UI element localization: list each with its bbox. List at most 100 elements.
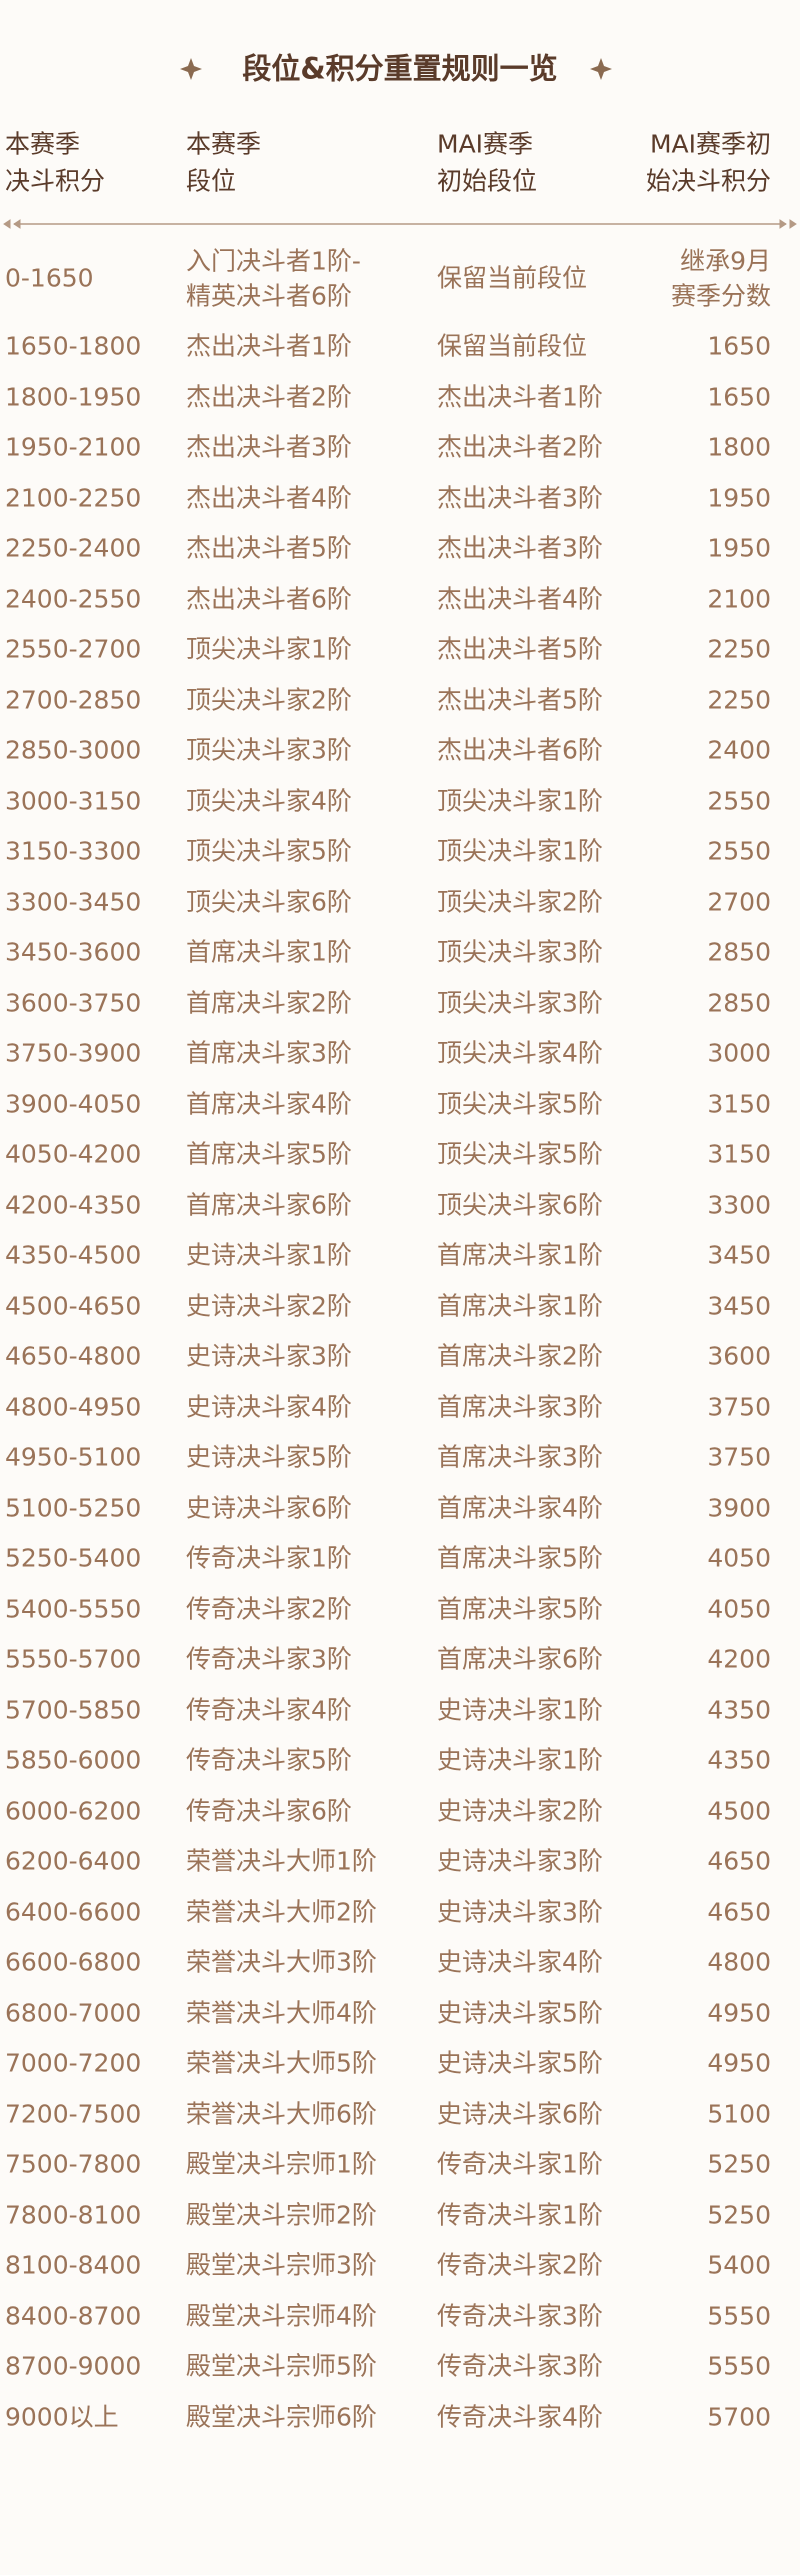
header-cell: 本赛季 bbox=[5, 129, 81, 159]
table-cell: 3300 bbox=[707, 1190, 771, 1219]
table-cell: 3450 bbox=[707, 1240, 771, 1270]
table-cell: 史诗决斗家6阶 bbox=[186, 1493, 352, 1522]
table-cell: 5400-5550 bbox=[5, 1594, 142, 1623]
title: 段位&积分重置规则一览 bbox=[242, 51, 558, 86]
table-cell: 3750-3900 bbox=[5, 1038, 142, 1068]
table-cell: 传奇决斗家1阶 bbox=[437, 2149, 603, 2179]
table-cell: 史诗决斗家4阶 bbox=[437, 1947, 603, 1977]
table-cell: 6400-6600 bbox=[5, 1897, 142, 1926]
table-cell: 1950 bbox=[707, 483, 771, 512]
table-cell: 2850 bbox=[707, 937, 771, 967]
table-cell: 首席决斗家1阶 bbox=[437, 1240, 603, 1270]
table-cell: 4950-5100 bbox=[5, 1442, 142, 1472]
table-cell: 2400 bbox=[707, 735, 771, 765]
table-cell: 史诗决斗家5阶 bbox=[186, 1442, 352, 1472]
table-cell: 传奇决斗家3阶 bbox=[186, 1644, 352, 1674]
table-cell: 4800 bbox=[707, 1947, 771, 1977]
table-cell: 5100-5250 bbox=[5, 1493, 142, 1522]
table-cell: 首席决斗家3阶 bbox=[437, 1392, 603, 1421]
table-cell: 1650-1800 bbox=[5, 331, 142, 361]
table-cell: 首席决斗家5阶 bbox=[186, 1139, 352, 1169]
table-cell: 2550-2700 bbox=[5, 634, 142, 664]
table-cell: 荣誉决斗大师2阶 bbox=[186, 1897, 377, 1926]
table-cell: 史诗决斗家1阶 bbox=[186, 1240, 352, 1270]
table-cell: 传奇决斗家3阶 bbox=[437, 2301, 603, 2330]
table-cell: 5850-6000 bbox=[5, 1745, 142, 1775]
table-cell: 2400-2550 bbox=[5, 584, 142, 613]
table-cell: 8400-8700 bbox=[5, 2301, 142, 2330]
table-cell: 荣誉决斗大师4阶 bbox=[186, 1998, 377, 2027]
table-cell: 传奇决斗家1阶 bbox=[437, 2200, 603, 2229]
table-cell: 1800 bbox=[707, 432, 771, 462]
table-cell: 顶尖决斗家5阶 bbox=[437, 1139, 603, 1169]
table-cell: 顶尖决斗家4阶 bbox=[437, 1038, 603, 1068]
table-cell: 2100-2250 bbox=[5, 483, 142, 512]
table-cell: 3150 bbox=[707, 1089, 771, 1118]
table-cell: 顶尖决斗家6阶 bbox=[186, 887, 352, 916]
table-cell: 顶尖决斗家3阶 bbox=[437, 988, 603, 1017]
table-cell: 顶尖决斗家5阶 bbox=[186, 836, 352, 866]
table-cell: 3150-3300 bbox=[5, 836, 142, 866]
header-cell: MAI赛季初 bbox=[649, 129, 771, 159]
table-cell: 传奇决斗家2阶 bbox=[437, 2250, 603, 2280]
table-cell: 首席决斗家2阶 bbox=[437, 1341, 603, 1371]
table-cell: 4650 bbox=[707, 1846, 771, 1876]
divider bbox=[3, 219, 797, 229]
table-cell: 荣誉决斗大师1阶 bbox=[186, 1846, 377, 1876]
decorations bbox=[3, 58, 797, 229]
table-cell: 5550 bbox=[707, 2351, 771, 2381]
table-cell: 3750 bbox=[707, 1392, 771, 1421]
table-cell: 杰出决斗者2阶 bbox=[437, 432, 603, 462]
table-cell: 5100 bbox=[707, 2099, 771, 2128]
table-cell: 5400 bbox=[707, 2250, 771, 2280]
table-cell: 7800-8100 bbox=[5, 2200, 142, 2229]
table-cell: 首席决斗家6阶 bbox=[437, 1644, 603, 1674]
table-cell: 荣誉决斗大师3阶 bbox=[186, 1947, 377, 1977]
table-cell: 4350-4500 bbox=[5, 1240, 142, 1270]
table-cell: 首席决斗家2阶 bbox=[186, 988, 352, 1017]
table-cell: 史诗决斗家1阶 bbox=[437, 1745, 603, 1775]
table-cell: 6600-6800 bbox=[5, 1947, 142, 1977]
table-cell: 顶尖决斗家4阶 bbox=[186, 786, 352, 815]
table-cell: 顶尖决斗家3阶 bbox=[437, 937, 603, 967]
table-cell: 杰出决斗者1阶 bbox=[186, 331, 352, 361]
table-cell: 7200-7500 bbox=[5, 2099, 142, 2128]
title-ornament bbox=[180, 58, 612, 80]
table-cell: 史诗决斗家5阶 bbox=[437, 2048, 603, 2078]
table-cell: 2250 bbox=[707, 685, 771, 714]
table-cell: 首席决斗家1阶 bbox=[186, 937, 352, 967]
table-cell: 6000-6200 bbox=[5, 1796, 142, 1825]
table-cell: 3600 bbox=[707, 1341, 771, 1371]
table-cell: 3600-3750 bbox=[5, 988, 142, 1017]
table-cell: 顶尖决斗家2阶 bbox=[437, 887, 603, 916]
header-cell: 段位 bbox=[186, 166, 237, 196]
table-cell: 顶尖决斗家5阶 bbox=[437, 1089, 603, 1118]
table-cell: 首席决斗家5阶 bbox=[437, 1594, 603, 1623]
table-cell: 杰出决斗者6阶 bbox=[186, 584, 352, 613]
table-cell: 2250-2400 bbox=[5, 533, 142, 563]
table-cell: 史诗决斗家2阶 bbox=[437, 1796, 603, 1825]
table-cell: 史诗决斗家6阶 bbox=[437, 2099, 603, 2128]
table-cell: 入门决斗者1阶- bbox=[186, 246, 361, 275]
table-cell: 5250 bbox=[707, 2200, 771, 2229]
table-cell: 殿堂决斗宗师1阶 bbox=[186, 2149, 377, 2179]
table-cell: 2100 bbox=[707, 584, 771, 613]
table-cell: 传奇决斗家4阶 bbox=[437, 2402, 603, 2431]
table-cell: 1950-2100 bbox=[5, 432, 142, 462]
table-cell: 3000 bbox=[707, 1038, 771, 1068]
table-cell: 杰出决斗者2阶 bbox=[186, 382, 352, 411]
header-cell: MAI赛季 bbox=[437, 129, 534, 159]
table-cell: 首席决斗家3阶 bbox=[437, 1442, 603, 1472]
table-cell: 荣誉决斗大师6阶 bbox=[186, 2099, 377, 2128]
table-cell: 首席决斗家4阶 bbox=[186, 1089, 352, 1118]
table-cell: 5250-5400 bbox=[5, 1543, 142, 1573]
table-cell: 首席决斗家6阶 bbox=[186, 1190, 352, 1219]
table-cell: 顶尖决斗家2阶 bbox=[186, 685, 352, 714]
table-cell: 3300-3450 bbox=[5, 887, 142, 916]
table-cell: 4650 bbox=[707, 1897, 771, 1926]
table-cell: 4500 bbox=[707, 1796, 771, 1825]
table-cell: 1650 bbox=[707, 331, 771, 361]
table-cell: 杰出决斗者5阶 bbox=[437, 685, 603, 714]
table-cell: 殿堂决斗宗师2阶 bbox=[186, 2200, 377, 2229]
